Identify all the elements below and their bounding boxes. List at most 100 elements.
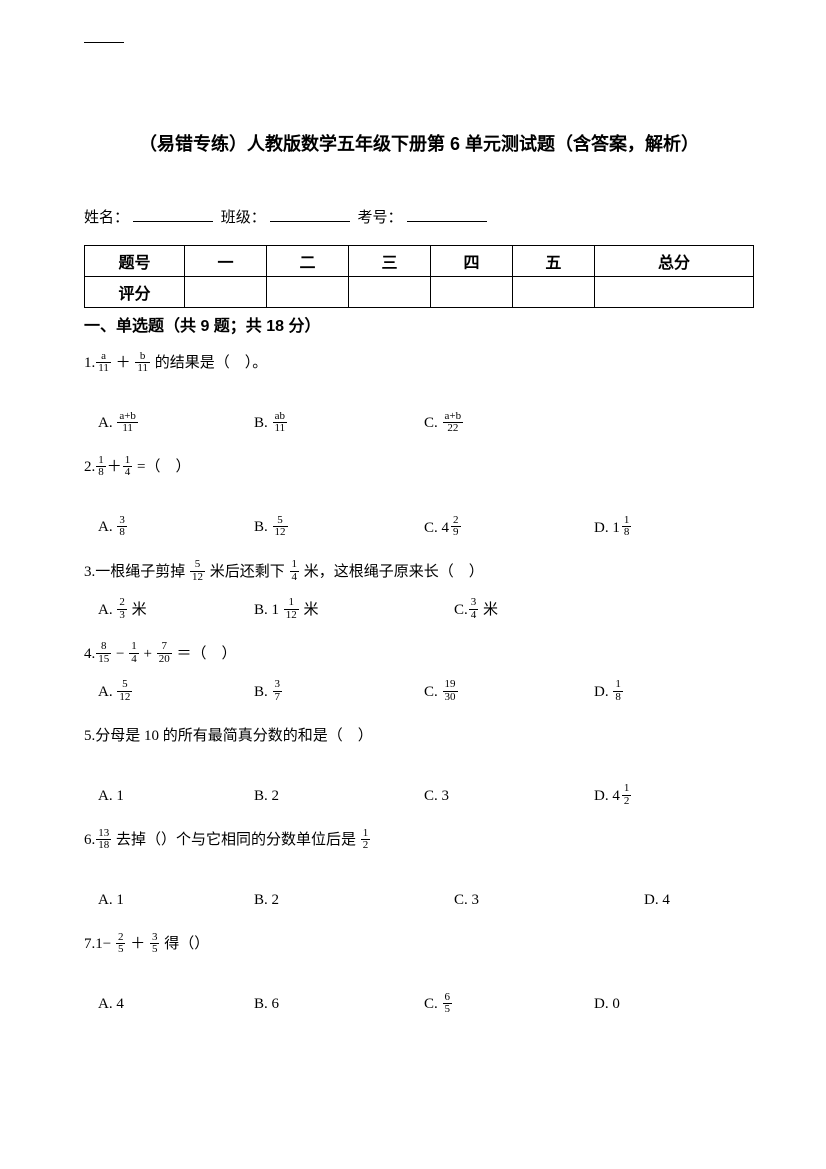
fraction: 720	[157, 641, 172, 665]
option-d: D. 4	[644, 885, 670, 915]
frac-den: 5	[116, 944, 126, 956]
opt-label: A.	[98, 415, 116, 431]
opt-label: C.	[454, 602, 468, 618]
opt-label: D.	[594, 684, 612, 700]
td-score[interactable]	[430, 277, 512, 308]
q-prefix: 6.	[84, 832, 95, 848]
opt-label: B. 1	[254, 602, 283, 618]
fraction: 815	[96, 641, 111, 665]
section-1-heading: 一、单选题（共 9 题；共 18 分）	[84, 312, 754, 336]
option-b: B. 2	[254, 781, 424, 812]
question-3: 3.一根绳子剪掉 512 米后还剩下 14 米，这根绳子原来长（ ）	[84, 557, 754, 587]
frac-num: 3	[469, 597, 479, 610]
q-text: ＋	[107, 459, 122, 475]
fraction: 12	[622, 783, 632, 807]
fraction: ab11	[273, 411, 288, 435]
fraction: a+b11	[117, 411, 138, 435]
name-label: 姓名：	[84, 210, 129, 226]
frac-den: 8	[622, 527, 632, 539]
frac-den: 12	[190, 572, 205, 584]
frac-den: 11	[117, 423, 138, 435]
option-c: C. 3	[424, 781, 594, 812]
student-info-row: 姓名： 班级： 考号：	[84, 206, 754, 227]
fraction: 1930	[443, 679, 458, 703]
frac-den: 22	[443, 423, 464, 435]
option-a: A. 38	[84, 512, 254, 543]
q-text: 的结果是（ ）。	[151, 355, 267, 371]
frac-num: 1	[284, 597, 299, 610]
q-prefix: 1.	[84, 355, 95, 371]
option-d: D. 118	[594, 512, 632, 543]
option-d: D. 18	[594, 677, 624, 707]
q-text: 去掉（）个与它相同的分数单位后是	[112, 832, 360, 848]
option-d: D. 0	[594, 989, 620, 1019]
frac-num: 7	[157, 641, 172, 654]
opt-label: A.	[98, 519, 116, 535]
option-c: C. a+b22	[424, 408, 594, 438]
fraction: 14	[129, 641, 139, 665]
score-table: 题号 一 二 三 四 五 总分 评分	[84, 245, 754, 308]
fraction: 35	[150, 932, 160, 956]
fraction: 65	[443, 992, 453, 1016]
th-col: 一	[185, 246, 267, 277]
opt-label: C. 4	[424, 513, 449, 543]
question-2: 2.18＋14 =（ ）	[84, 452, 754, 482]
opt-label: C.	[424, 684, 442, 700]
opt-label: A.	[98, 684, 116, 700]
fraction: 25	[116, 932, 126, 956]
option-b: B. 1 112 米	[254, 595, 454, 625]
frac-den: 12	[117, 692, 132, 704]
frac-den: 11	[96, 363, 111, 375]
fraction: a11	[96, 351, 111, 375]
td-score[interactable]	[185, 277, 267, 308]
header-rule	[84, 42, 124, 43]
option-c: C.34 米	[454, 595, 624, 625]
frac-num: 1	[613, 679, 623, 692]
frac-den: 18	[96, 840, 111, 852]
table-row: 题号 一 二 三 四 五 总分	[85, 246, 754, 277]
q-text: 得（）	[160, 936, 209, 952]
name-blank[interactable]	[133, 207, 213, 222]
option-a: A. 4	[84, 989, 254, 1019]
option-a: A. 23 米	[84, 595, 254, 625]
option-b: B. 37	[254, 677, 424, 707]
q-text: ＋	[126, 936, 149, 952]
options-q6: A. 1 B. 2 C. 3 D. 4	[84, 885, 754, 915]
q-text: 米，这根绳子原来长（ ）	[300, 564, 484, 580]
frac-den: 12	[273, 527, 288, 539]
fraction: 29	[451, 515, 461, 539]
class-blank[interactable]	[270, 207, 350, 222]
page-content: （易错专练）人教版数学五年级下册第 6 单元测试题（含答案，解析） 姓名： 班级…	[0, 0, 826, 1093]
fraction: a+b22	[443, 411, 464, 435]
fraction: 512	[190, 559, 205, 583]
fraction: 18	[613, 679, 623, 703]
frac-den: 11	[135, 363, 150, 375]
fraction: 37	[273, 679, 283, 703]
frac-num: 3	[273, 679, 283, 692]
fraction: 14	[123, 455, 133, 479]
question-4: 4.815 − 14 + 720 ＝（ ）	[84, 639, 754, 669]
options-q5: A. 1 B. 2 C. 3 D. 412	[84, 781, 754, 812]
frac-den: 2	[622, 796, 632, 808]
q-text: ＋	[112, 355, 135, 371]
exam-blank[interactable]	[407, 207, 487, 222]
td-score[interactable]	[594, 277, 753, 308]
fraction: 14	[290, 559, 300, 583]
q-text: ＝（ ）	[173, 646, 237, 662]
td-score[interactable]	[348, 277, 430, 308]
frac-den: 7	[273, 692, 283, 704]
question-6: 6.1318 去掉（）个与它相同的分数单位后是 12	[84, 825, 754, 855]
frac-num: 1	[290, 559, 300, 572]
td-score[interactable]	[512, 277, 594, 308]
q-text: =（ ）	[133, 459, 190, 475]
frac-num: 19	[443, 679, 458, 692]
option-b: B. 512	[254, 512, 424, 543]
td-score[interactable]	[266, 277, 348, 308]
options-q7: A. 4 B. 6 C. 65 D. 0	[84, 989, 754, 1019]
opt-label: D. 4	[594, 781, 620, 811]
frac-den: 12	[284, 610, 299, 622]
opt-label: B.	[254, 415, 272, 431]
frac-den: 4	[290, 572, 300, 584]
mixed-number: D. 118	[594, 513, 632, 543]
option-c: C. 65	[424, 989, 594, 1019]
